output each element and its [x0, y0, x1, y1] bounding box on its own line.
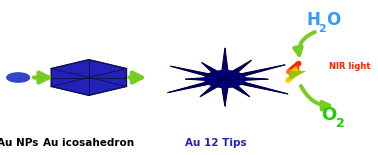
Text: Au icosahedron: Au icosahedron — [43, 138, 135, 148]
Polygon shape — [167, 48, 288, 106]
Polygon shape — [290, 63, 299, 71]
Text: O: O — [321, 106, 336, 124]
Text: NIR light: NIR light — [329, 62, 370, 71]
Circle shape — [7, 73, 29, 82]
Polygon shape — [51, 60, 127, 95]
FancyArrowPatch shape — [301, 86, 329, 110]
Text: O: O — [326, 11, 340, 29]
Text: Au 12 Tips: Au 12 Tips — [184, 138, 246, 148]
Text: H: H — [306, 11, 320, 29]
Text: 2: 2 — [336, 117, 344, 130]
Polygon shape — [290, 67, 299, 71]
Text: Au NPs: Au NPs — [0, 138, 39, 148]
Polygon shape — [289, 71, 306, 80]
Polygon shape — [288, 64, 306, 80]
Text: 2: 2 — [318, 24, 326, 34]
FancyArrowPatch shape — [294, 32, 315, 55]
